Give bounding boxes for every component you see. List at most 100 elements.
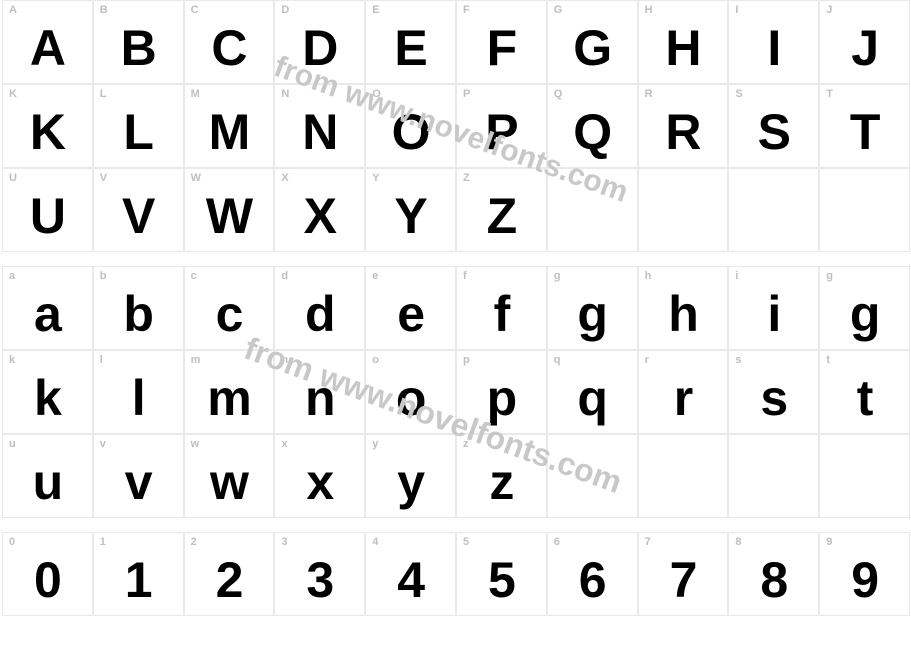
cell-glyph: T: [850, 107, 880, 157]
glyph-cell: NN: [274, 84, 365, 168]
cell-label: t: [826, 355, 830, 366]
cell-label: I: [735, 5, 738, 16]
cell-label: e: [372, 271, 378, 282]
font-specimen-chart: AABBCCDDEEFFGGHHIIJJKKLLMMNNOOPPQQRRSSTT…: [0, 0, 911, 668]
cell-label: f: [463, 271, 467, 282]
cell-glyph: k: [34, 373, 61, 423]
cell-label: d: [281, 271, 288, 282]
cell-label: K: [9, 89, 17, 100]
glyph-cell: HH: [638, 0, 729, 84]
glyph-cell: vv: [93, 434, 184, 518]
cell-glyph: q: [577, 373, 607, 423]
cell-glyph: 0: [34, 555, 61, 605]
cell-label: 4: [372, 537, 378, 548]
glyph-cell: TT: [819, 84, 910, 168]
cell-glyph: V: [122, 191, 154, 241]
glyph-cell: 00: [2, 532, 93, 616]
cell-label: p: [463, 355, 470, 366]
glyph-cell: cc: [184, 266, 275, 350]
glyph-cell: CC: [184, 0, 275, 84]
glyph-cell: PP: [456, 84, 547, 168]
cell-label: u: [9, 439, 16, 450]
cell-label: o: [372, 355, 379, 366]
cell-glyph: E: [394, 23, 426, 73]
cell-label: c: [191, 271, 197, 282]
cell-label: X: [281, 173, 288, 184]
glyph-cell: gg: [547, 266, 638, 350]
cell-glyph: w: [210, 457, 248, 507]
cell-glyph: 3: [306, 555, 333, 605]
glyph-cell: [819, 168, 910, 252]
cell-label: H: [645, 5, 653, 16]
glyph-cell: QQ: [547, 84, 638, 168]
cell-glyph: 5: [488, 555, 515, 605]
glyph-cell: yy: [365, 434, 456, 518]
cell-glyph: Q: [573, 107, 611, 157]
glyph-cell: xx: [274, 434, 365, 518]
cell-label: Y: [372, 173, 379, 184]
cell-label: C: [191, 5, 199, 16]
cell-glyph: o: [396, 373, 426, 423]
section-lowercase: aabbccddeeffgghhiiggkkllmmnnooppqqrrsstt…: [1, 266, 910, 518]
cell-glyph: t: [857, 373, 873, 423]
glyph-cell: ww: [184, 434, 275, 518]
glyph-cell: LL: [93, 84, 184, 168]
cell-label: z: [463, 439, 469, 450]
cell-label: 9: [826, 537, 832, 548]
glyph-cell: DD: [274, 0, 365, 84]
glyph-cell: kk: [2, 350, 93, 434]
cell-glyph: x: [306, 457, 333, 507]
cell-glyph: d: [305, 289, 335, 339]
glyph-cell: 22: [184, 532, 275, 616]
cell-label: 0: [9, 537, 15, 548]
cell-glyph: G: [573, 23, 611, 73]
cell-label: B: [100, 5, 108, 16]
cell-glyph: z: [489, 457, 513, 507]
cell-glyph: 9: [851, 555, 878, 605]
cell-glyph: K: [30, 107, 65, 157]
glyph-cell: KK: [2, 84, 93, 168]
cell-label: E: [372, 5, 379, 16]
cell-glyph: m: [207, 373, 250, 423]
cell-label: Z: [463, 173, 470, 184]
glyph-cell: ff: [456, 266, 547, 350]
glyph-cell: aa: [2, 266, 93, 350]
glyph-cell: XX: [274, 168, 365, 252]
cell-label: g: [554, 271, 561, 282]
cell-label: v: [100, 439, 106, 450]
cell-glyph: e: [397, 289, 424, 339]
glyph-cell: zz: [456, 434, 547, 518]
cell-label: 6: [554, 537, 560, 548]
cell-label: M: [191, 89, 200, 100]
cell-glyph: P: [485, 107, 517, 157]
cell-label: b: [100, 271, 107, 282]
glyph-cell: uu: [2, 434, 93, 518]
cell-glyph: Z: [487, 191, 517, 241]
cell-glyph: b: [123, 289, 153, 339]
cell-glyph: y: [397, 457, 424, 507]
glyph-cell: bb: [93, 266, 184, 350]
cell-label: w: [191, 439, 200, 450]
glyph-cell: ii: [728, 266, 819, 350]
glyph-cell: AA: [2, 0, 93, 84]
cell-label: g: [826, 271, 833, 282]
cell-label: 7: [645, 537, 651, 548]
glyph-cell: RR: [638, 84, 729, 168]
cell-label: i: [735, 271, 738, 282]
glyph-cell: MM: [184, 84, 275, 168]
glyph-cell: FF: [456, 0, 547, 84]
cell-glyph: Y: [394, 191, 426, 241]
cell-glyph: g: [850, 289, 880, 339]
cell-glyph: D: [302, 23, 337, 73]
cell-label: r: [645, 355, 649, 366]
glyph-cell: OO: [365, 84, 456, 168]
glyph-cell: JJ: [819, 0, 910, 84]
cell-label: 1: [100, 537, 106, 548]
cell-glyph: I: [767, 23, 780, 73]
cell-label: N: [281, 89, 289, 100]
cell-glyph: M: [209, 107, 250, 157]
cell-label: m: [191, 355, 201, 366]
cell-glyph: 8: [760, 555, 787, 605]
cell-glyph: i: [767, 289, 780, 339]
glyph-cell: UU: [2, 168, 93, 252]
